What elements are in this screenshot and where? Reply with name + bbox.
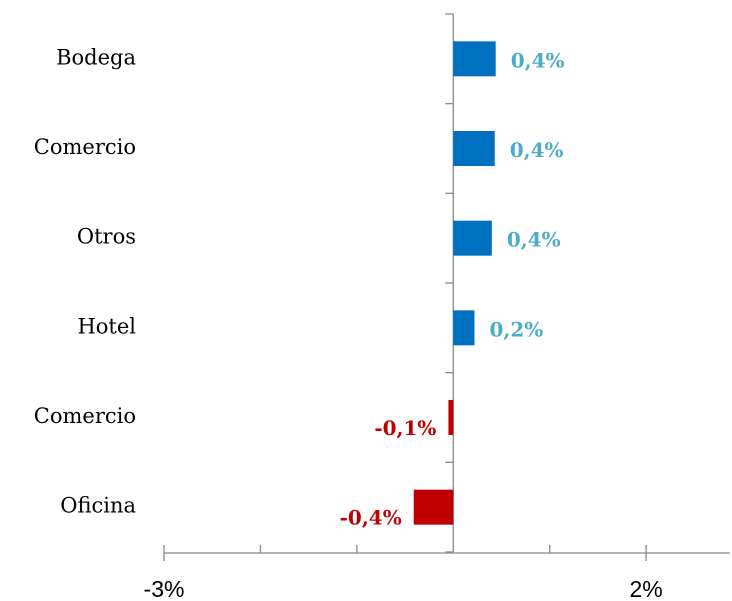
category-label: Bodega	[56, 45, 136, 69]
bar	[453, 41, 496, 77]
category-label: Otros	[77, 225, 136, 249]
value-label: -0,1%	[374, 416, 436, 440]
bar	[413, 489, 454, 525]
category-label: Comercio	[34, 404, 136, 428]
x-tick-label: -3%	[144, 576, 185, 601]
category-label: Hotel	[77, 314, 136, 338]
bar	[453, 131, 495, 166]
bar	[453, 310, 475, 346]
category-label: Comercio	[34, 135, 136, 159]
bar	[448, 400, 454, 435]
category-label: Oficina	[60, 494, 136, 518]
bar	[453, 220, 492, 256]
value-label: 0,4%	[507, 228, 561, 252]
value-label: 0,4%	[510, 138, 564, 162]
value-label: -0,4%	[340, 506, 402, 530]
value-label: 0,4%	[511, 48, 565, 72]
value-label: 0,2%	[489, 317, 543, 341]
x-tick-label: 2%	[629, 576, 662, 601]
